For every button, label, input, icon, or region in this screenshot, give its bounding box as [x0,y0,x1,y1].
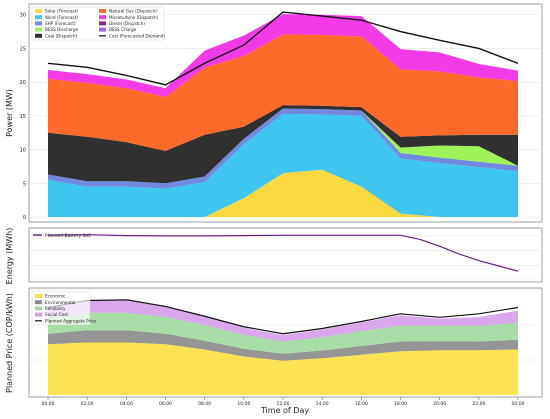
price-legend-label: Economic [45,294,66,299]
axis-ticks: 0 5 10 15 20 25 30 00:00 02:00 04:00 06:00 08:00 10:… [20,13,525,407]
xtick-label: 12:00 [277,401,290,407]
price-legend-swatch [35,300,42,305]
power-area-wind-forecast- [48,113,518,217]
power-ylabel: Power (MW) [5,89,14,137]
xtick-label: 00:00 [512,401,525,407]
power-legend-label: Coal (Dispatch) [45,33,78,38]
power-area-solar-forecast- [48,169,518,217]
xaxis-label: Time of Day [260,406,309,415]
power-legend-label: Diesel (Dispatch) [109,21,145,26]
aggregate-price-line [47,299,519,335]
power-legend-label: SHP (Forecast) [45,21,76,26]
legends: Planned Battery SoC Solar (Forecast) Natur… [31,6,165,326]
power-legend-swatch [35,15,42,20]
xtick-label: 00:00 [42,401,55,407]
power-legend-label: BESS Discharge [45,27,79,32]
xtick-label: 10:00 [237,401,250,407]
power-ytick-label: 30 [20,13,26,19]
price-legend-swatch [35,306,42,311]
power-area-microturbine-dispatch- [48,14,518,97]
power-legend-swatch [99,21,106,26]
energy-legend-label: Planned Battery SoC [45,233,91,239]
power-legend-label: BESS Charge [109,27,137,32]
power-legend-label: Natural Gas (Dispatch) [109,9,157,14]
price-area-environmental [48,330,518,361]
price-area-economic [48,342,518,395]
power-legend-label: Microturbine (Dispatch) [109,15,159,20]
price-legend-swatch [35,312,42,317]
power-legend-label: Solar (Forecast) [45,9,78,14]
price-area-social-cost [48,300,518,342]
xtick-label: 04:00 [120,401,133,407]
price-legend-label: Environmental [45,300,75,305]
xtick-label: 16:00 [355,401,368,407]
energy-line [47,234,519,272]
power-legend-swatch [99,15,106,20]
energy-panel-frame [28,227,543,283]
xtick-label: 18:00 [394,401,407,407]
price-ylabel: Planned Price (COP/kWh) [5,293,14,393]
price-legend-label: Reliability [45,306,66,311]
power-legend-label: Wind (Forecast) [45,15,78,20]
battery-soc-line [47,234,519,272]
xtick-label: 20:00 [433,401,446,407]
power-area-coal-dispatch- [48,105,518,184]
power-legend-swatch [35,9,42,13]
power-ytick-label: 25 [20,46,26,52]
price-legend-label: Planned Aggregate Price [45,318,97,323]
xtick-label: 02:00 [81,401,94,407]
energy-ylabel: Energy (MWh) [5,228,14,285]
xtick-label: 08:00 [198,401,211,407]
power-legend-label: Cost (Forecasted Demand) [109,33,165,38]
power-legend-swatch [99,9,106,13]
xtick-label: 06:00 [159,401,172,407]
price-legend-label: Social Cost [45,312,68,317]
demand-line [47,11,519,86]
xtick-label: 22:00 [472,401,485,407]
xtick-label: 14:00 [316,401,329,407]
power-legend-swatch [35,33,42,38]
power-ytick-label: 10 [20,148,26,154]
power-legend-swatch [35,27,42,32]
power-ytick-label: 5 [23,181,26,187]
power-legend-swatch [99,27,106,32]
power-legend-box [31,6,165,41]
power-legend-swatch [35,21,42,26]
power-ytick-label: 15 [20,114,26,120]
price-areas [47,299,519,395]
power-areas [47,11,519,217]
power-ytick-label: 0 [23,215,26,221]
price-legend-swatch [35,294,42,298]
power-ytick-label: 20 [20,80,26,86]
power-area-natural-gas-dispatch- [48,34,518,151]
price-area-reliability [48,312,518,354]
